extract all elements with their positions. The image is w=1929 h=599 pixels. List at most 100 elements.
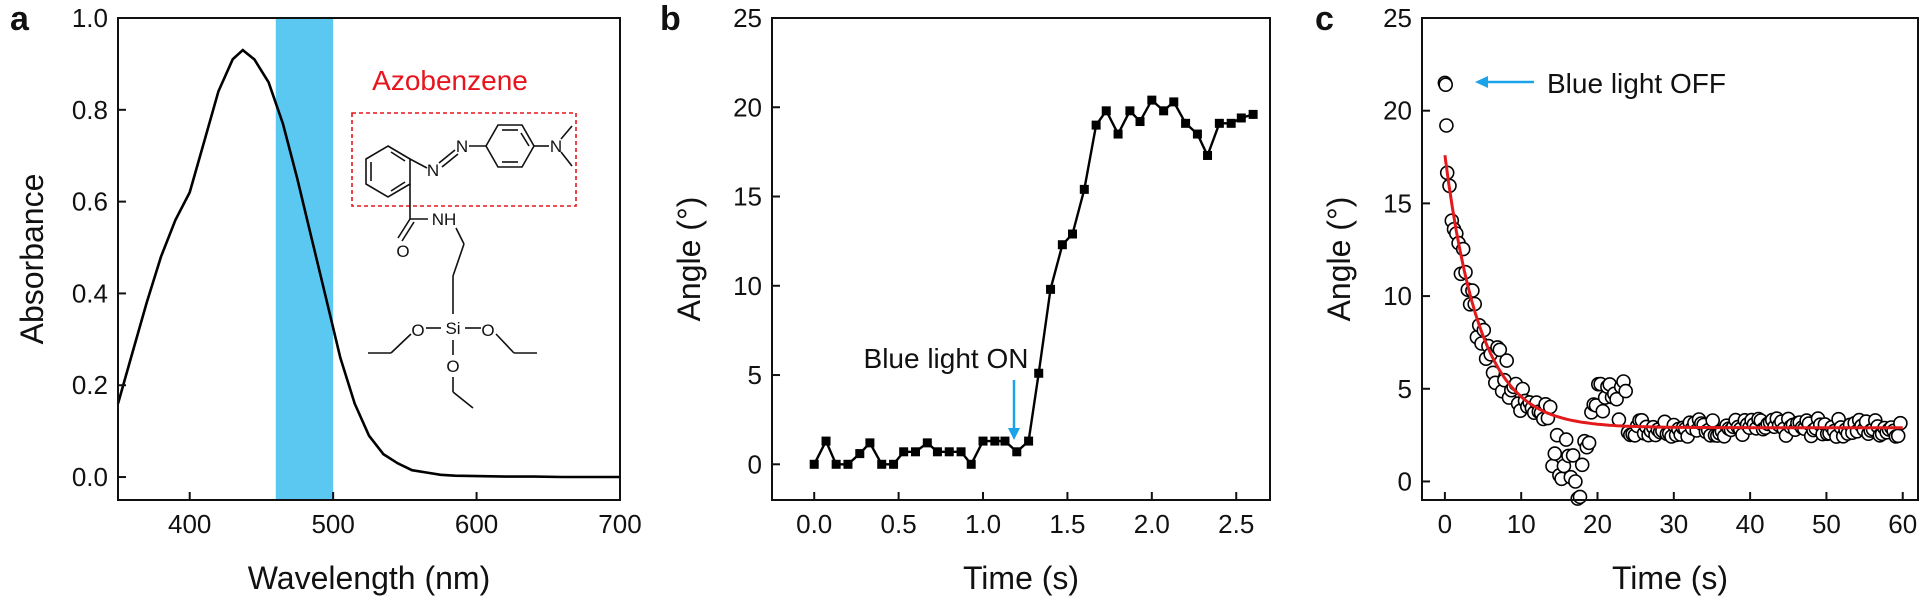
data-point xyxy=(956,447,966,457)
b-y-tick-label: 10 xyxy=(733,271,762,301)
blue-light-on-label: Blue light ON xyxy=(864,343,1029,374)
b-x-tick-label: 0.5 xyxy=(881,509,917,539)
blue-light-off-arrow xyxy=(1475,76,1534,88)
data-point xyxy=(1568,474,1583,489)
azo-nitrogen-1: N xyxy=(427,161,439,180)
carbonyl-oxygen: O xyxy=(396,242,409,261)
bond xyxy=(438,149,456,164)
data-point xyxy=(1565,448,1581,463)
b-y-tick-label: 0 xyxy=(748,449,762,479)
data-point xyxy=(1203,150,1213,160)
data-point xyxy=(910,447,920,457)
data-point xyxy=(1192,129,1202,139)
data-point xyxy=(1024,436,1034,446)
data-point xyxy=(1547,446,1563,461)
panel-a: a 400 500 600 700 0.0 0.2 0.4 0.6 0.8 1.0 Wavelen… xyxy=(10,0,642,596)
a-x-tick-label: 400 xyxy=(168,509,211,539)
data-point xyxy=(1101,106,1111,116)
data-point xyxy=(843,459,853,469)
data-point xyxy=(889,459,899,469)
b-x-tick-label: 1.5 xyxy=(1049,509,1085,539)
b-x-tick-label: 2.0 xyxy=(1134,509,1170,539)
c-y-tick-label: 25 xyxy=(1383,3,1412,33)
data-point xyxy=(944,447,954,457)
bond xyxy=(452,391,474,409)
benzene-ring-right xyxy=(485,124,535,168)
data-point xyxy=(1226,118,1236,128)
data-point xyxy=(1236,113,1246,123)
ethoxy-oxygen-3: O xyxy=(446,357,459,376)
data-point xyxy=(1169,97,1179,107)
angle-on-line xyxy=(813,98,1254,467)
bond xyxy=(390,333,412,354)
angle-on-plot xyxy=(809,95,1258,469)
data-point xyxy=(1079,184,1089,194)
bond xyxy=(455,227,465,245)
azo-nitrogen-2: N xyxy=(456,137,468,156)
data-point xyxy=(1214,118,1224,128)
y-axis-label-c: Angle (°) xyxy=(1321,197,1357,322)
data-point xyxy=(1438,77,1453,92)
blue-light-band xyxy=(275,18,334,500)
benzene-ring-left xyxy=(365,145,411,198)
methyl-bond xyxy=(560,125,573,140)
c-x-tick-label: 0 xyxy=(1438,509,1452,539)
exponential-fit-line xyxy=(1443,154,1903,430)
b-x-tick-label: 0.0 xyxy=(796,509,832,539)
panel-label-c: c xyxy=(1315,0,1334,38)
double-bond xyxy=(390,181,406,192)
a-x-tick-label: 600 xyxy=(455,509,498,539)
ethoxy-oxygen-1: O xyxy=(411,321,424,340)
data-point xyxy=(831,459,841,469)
b-y-tick-label: 15 xyxy=(733,182,762,212)
absorbance-line xyxy=(116,48,620,479)
data-point xyxy=(1609,391,1624,407)
data-point xyxy=(1125,106,1135,116)
double-bond xyxy=(441,153,459,168)
data-point xyxy=(1618,383,1633,399)
ethoxy-oxygen-2: O xyxy=(481,321,494,340)
data-point xyxy=(877,459,887,469)
data-point xyxy=(865,438,875,448)
blue-light-on-arrow xyxy=(1008,380,1020,440)
data-point xyxy=(1574,457,1590,473)
a-x-tick-label: 700 xyxy=(598,509,641,539)
dimethylamine-nitrogen: N xyxy=(550,137,562,156)
c-x-tick-label: 60 xyxy=(1888,509,1917,539)
b-y-tick-label: 5 xyxy=(748,360,762,390)
data-point xyxy=(1067,229,1077,239)
arrow-head xyxy=(1008,428,1020,440)
azobenzene-structure: Azobenzene N N N xyxy=(351,65,577,409)
a-x-tick-label: 500 xyxy=(311,509,354,539)
absorbance-plot xyxy=(116,48,620,479)
data-point xyxy=(1572,489,1588,505)
a-y-tick-label: 0.2 xyxy=(72,370,108,400)
arrow-head xyxy=(1475,76,1488,88)
c-x-tick-label: 20 xyxy=(1583,509,1612,539)
double-bond xyxy=(520,132,530,147)
data-point xyxy=(899,447,909,457)
silicon-atom: Si xyxy=(445,319,460,338)
axes-frame-a xyxy=(117,17,621,501)
data-point xyxy=(1135,117,1145,127)
data-point xyxy=(1091,120,1101,130)
data-point xyxy=(1046,284,1056,294)
a-y-tick-label: 0.4 xyxy=(72,278,108,308)
x-axis-label-a: Wavelength (nm) xyxy=(248,560,490,596)
data-point xyxy=(966,459,976,469)
data-point xyxy=(1034,368,1044,378)
angle-off-plot xyxy=(1437,75,1908,506)
methyl-bond xyxy=(560,151,573,167)
ticks-c: 0 10 20 30 40 50 60 0 5 10 15 20 25 xyxy=(1383,3,1917,539)
y-axis-label-a: Absorbance xyxy=(14,174,50,345)
data-point xyxy=(1181,118,1191,128)
data-point xyxy=(1057,240,1067,250)
data-point xyxy=(1439,118,1454,133)
c-y-tick-label: 20 xyxy=(1383,96,1412,126)
bond xyxy=(409,158,428,169)
panel-label-b: b xyxy=(660,0,681,38)
c-x-tick-label: 10 xyxy=(1507,509,1536,539)
ticks-b: 0.0 0.5 1.0 1.5 2.0 2.5 0 5 10 15 20 25 xyxy=(733,3,1254,539)
data-point xyxy=(809,459,819,469)
